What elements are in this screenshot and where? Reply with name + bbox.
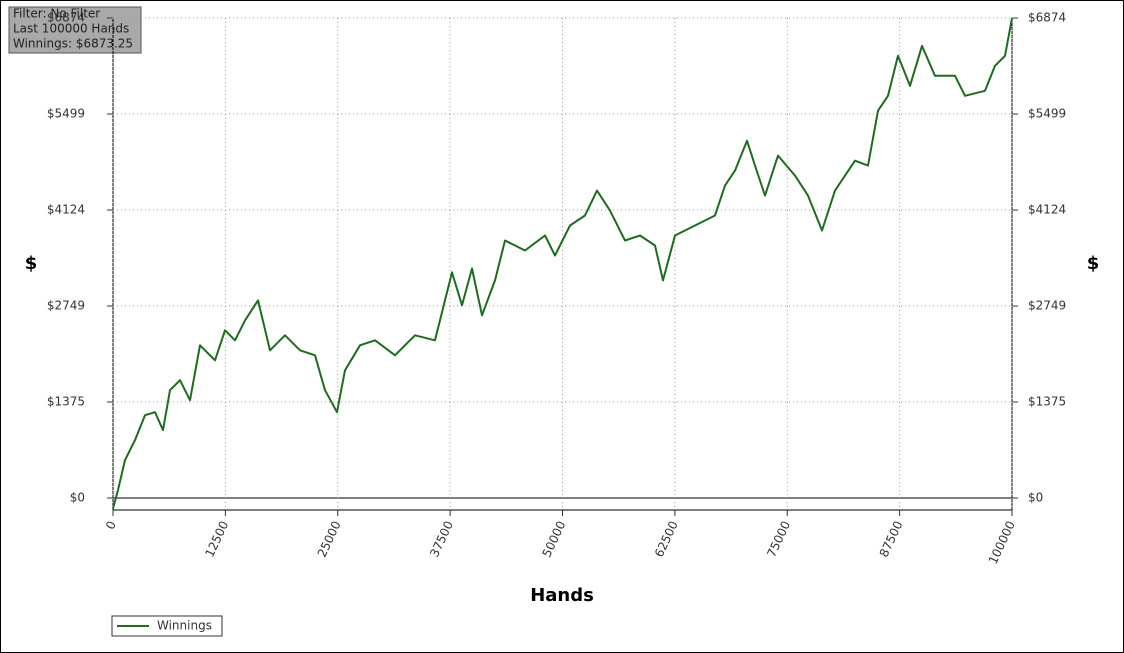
y-tick-label: $4124 (47, 203, 85, 217)
info-box: Filter: No Filter Last 100000 Hands Winn… (8, 6, 142, 54)
y-tick-label: $5499 (47, 107, 85, 121)
y-tick-label: $6874 (47, 11, 85, 25)
y-tick-label: $1375 (47, 394, 85, 408)
y2-tick-label: $1375 (1028, 394, 1066, 408)
info-winnings: Winnings: $6873.25 (13, 37, 133, 51)
info-hands: Last 100000 Hands (13, 22, 129, 36)
legend: Winnings (111, 615, 223, 637)
y-axis-label: $ (25, 253, 38, 274)
y2-tick-label: $2749 (1028, 299, 1066, 313)
y-tick-label: $0 (70, 490, 85, 504)
y2-tick-label: $4124 (1028, 203, 1066, 217)
series-line (112, 17, 1013, 509)
legend-label: Winnings (157, 619, 212, 633)
info-background (8, 6, 142, 54)
y2-axis-label: $ (1087, 253, 1100, 274)
y2-tick-label: $0 (1028, 490, 1043, 504)
info-filter: Filter: No Filter (13, 7, 100, 21)
y2-tick-label: $6874 (1028, 11, 1066, 25)
x-axis-label: Hands (530, 585, 594, 606)
legend-box (111, 615, 223, 637)
y-tick-label: $2749 (47, 299, 85, 313)
y2-tick-label: $5499 (1028, 107, 1066, 121)
